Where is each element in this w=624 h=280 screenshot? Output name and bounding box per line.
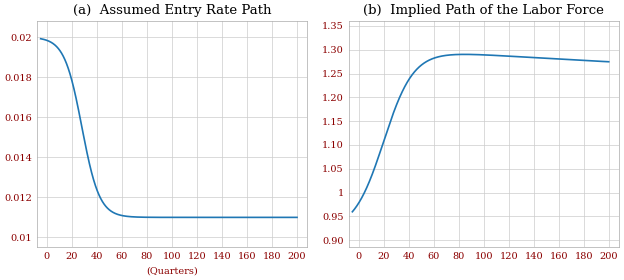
Title: (a)  Assumed Entry Rate Path: (a) Assumed Entry Rate Path bbox=[73, 4, 271, 17]
X-axis label: (Quarters): (Quarters) bbox=[146, 267, 198, 276]
Title: (b)  Implied Path of the Labor Force: (b) Implied Path of the Labor Force bbox=[363, 4, 604, 17]
